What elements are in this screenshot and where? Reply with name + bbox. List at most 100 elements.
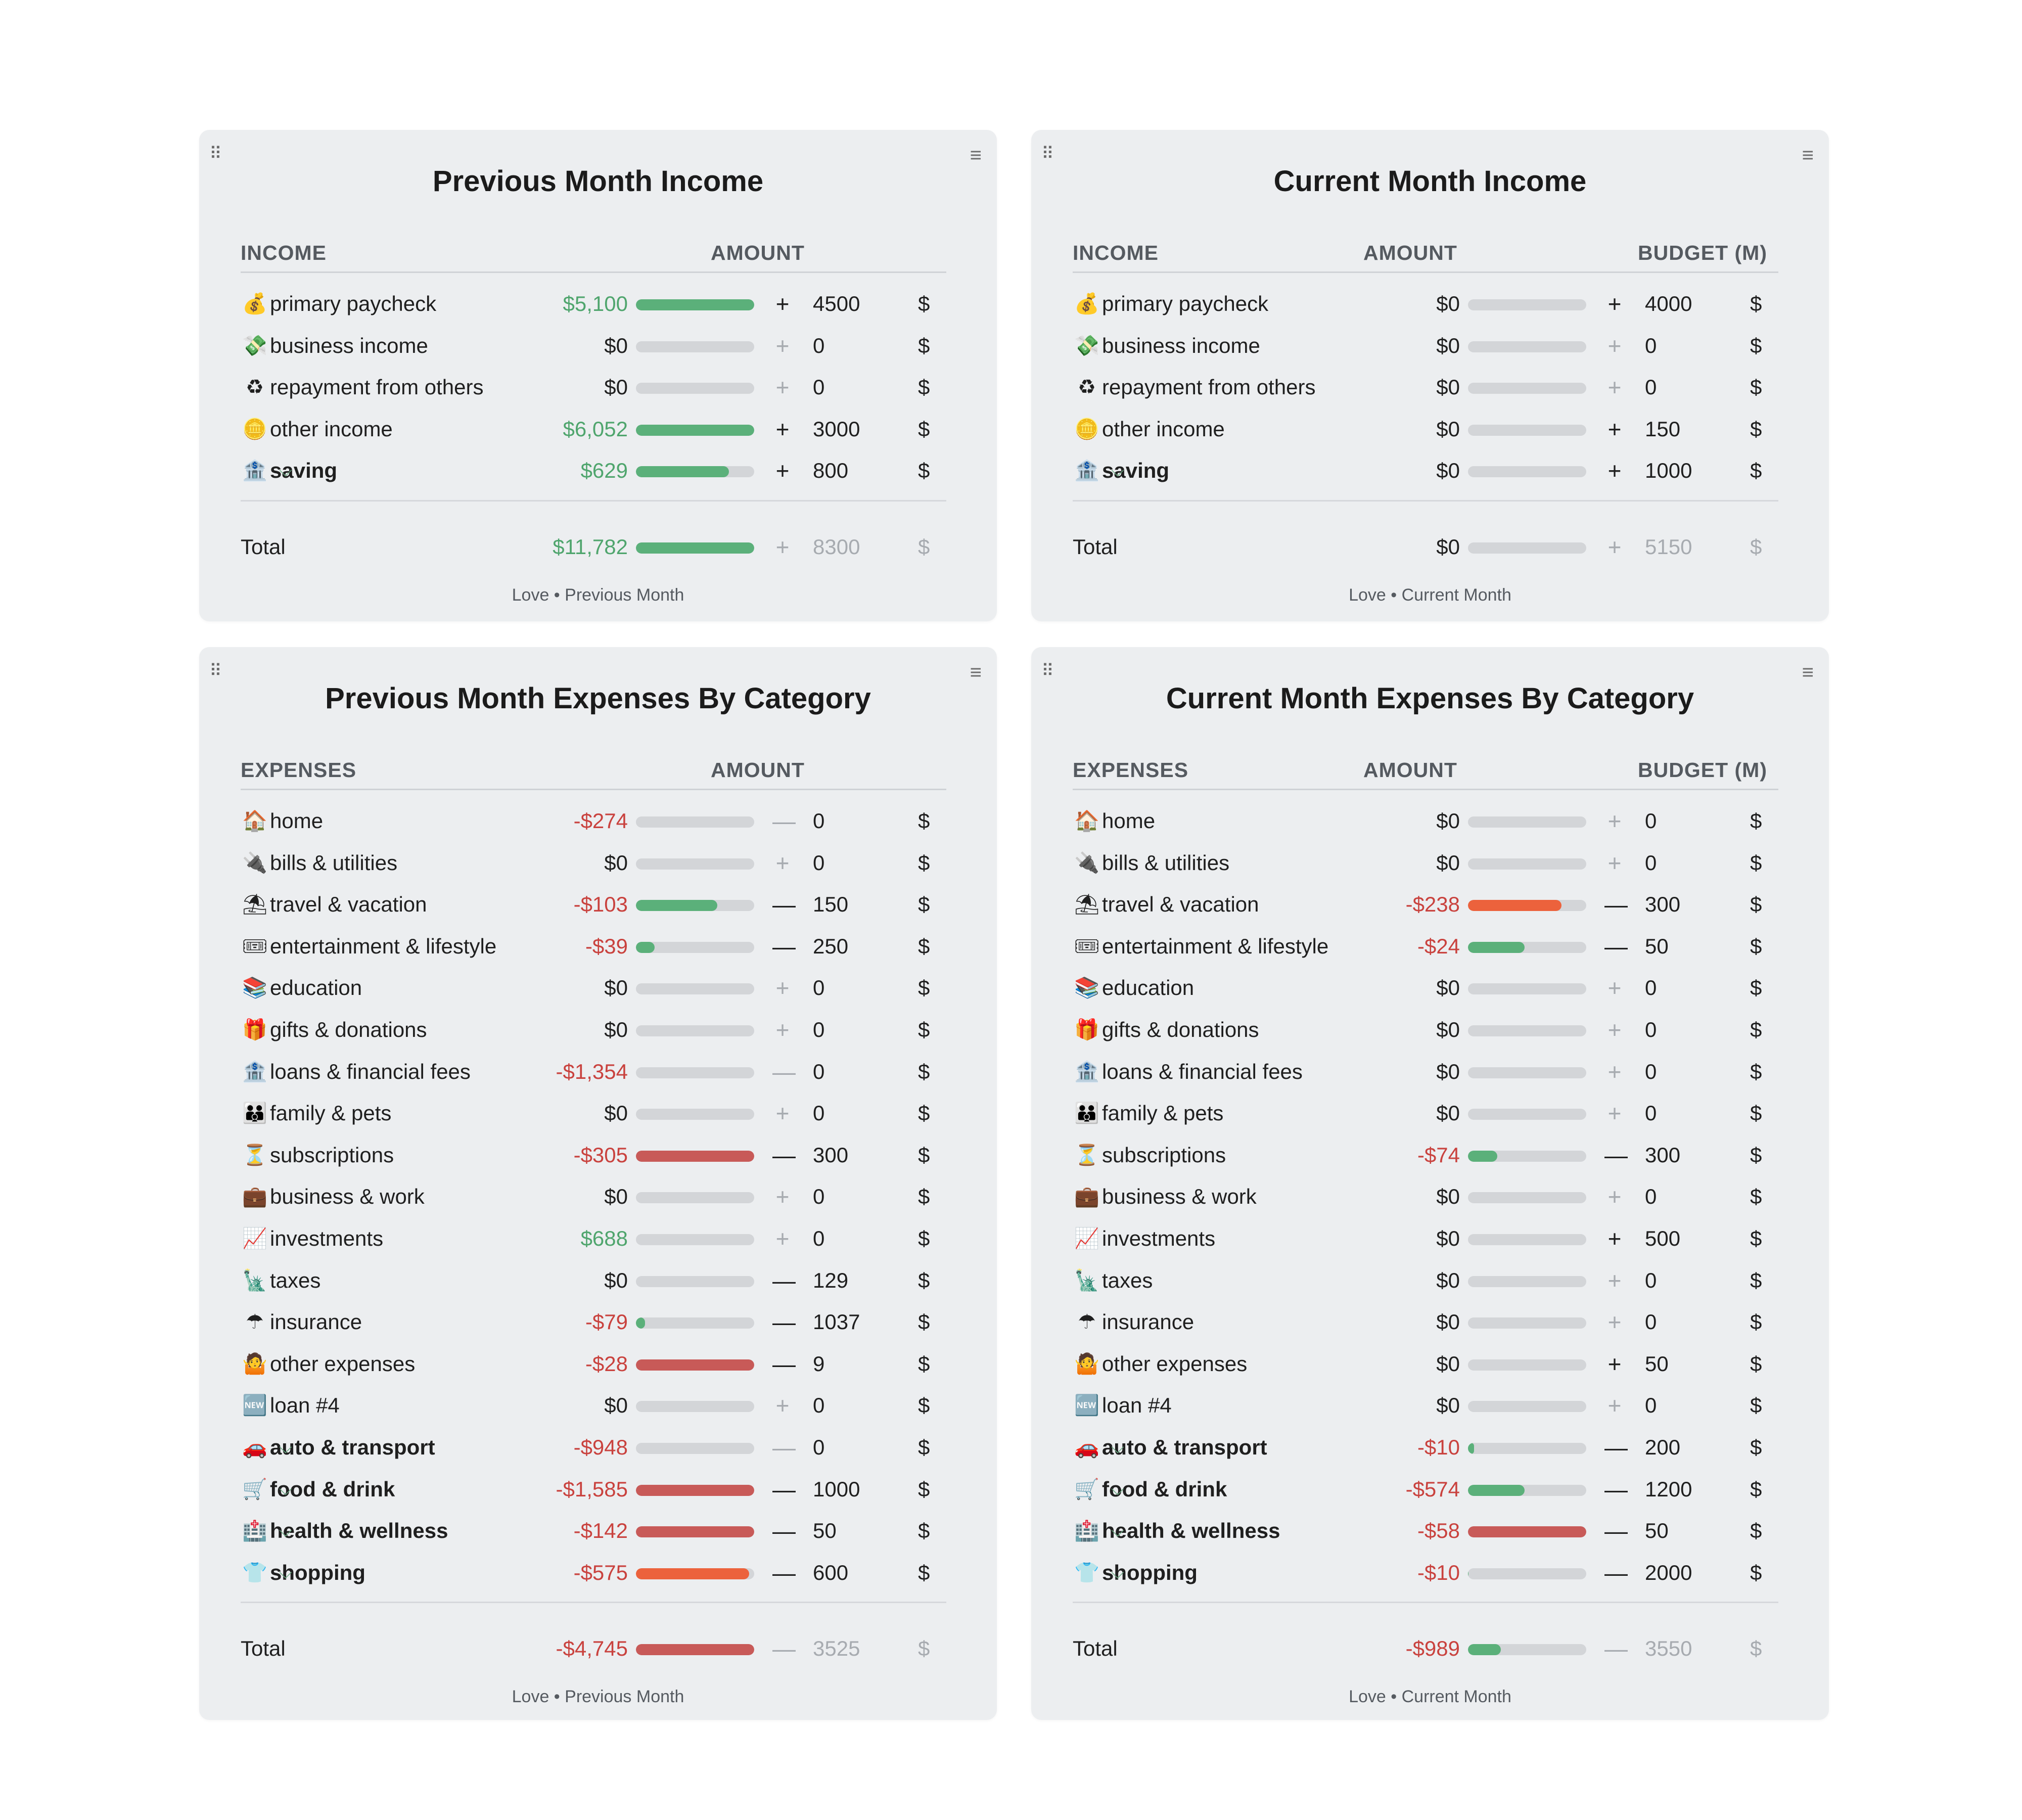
table-row[interactable]: 🔌 bills & utilities $0 +0 $: [241, 842, 946, 884]
budget-input[interactable]: 0: [1645, 1101, 1657, 1125]
budget-input[interactable]: 0: [813, 1226, 825, 1250]
plus-icon[interactable]: +: [775, 374, 790, 401]
minus-icon[interactable]: —: [772, 1350, 796, 1377]
budget-input[interactable]: 300: [1645, 892, 1681, 917]
table-row[interactable]: ☂ insurance $0 +0 $: [1073, 1301, 1778, 1343]
chevron-down-icon[interactable]: ⌵: [279, 1563, 292, 1582]
table-row[interactable]: ♻ repayment from others $0 +0 $: [241, 367, 946, 408]
table-row[interactable]: 🏥 health & wellness ⌵ -$142 — 50 $: [241, 1510, 946, 1552]
minus-icon[interactable]: —: [772, 933, 796, 960]
minus-icon[interactable]: —: [1604, 1476, 1628, 1503]
minus-icon[interactable]: —: [772, 1058, 796, 1085]
plus-icon[interactable]: +: [1607, 1350, 1622, 1377]
minus-icon[interactable]: —: [772, 1559, 796, 1586]
table-row[interactable]: ⏳ subscriptions -$74 — 300 $: [1073, 1134, 1778, 1176]
plus-icon[interactable]: +: [775, 1017, 790, 1043]
budget-input[interactable]: 4500: [813, 292, 860, 315]
table-row[interactable]: 🆕 loan #4 $0 +0 $: [1073, 1385, 1778, 1426]
minus-icon[interactable]: —: [772, 1518, 796, 1544]
budget-input[interactable]: 1000: [1645, 459, 1692, 483]
table-row[interactable]: ⛱ travel & vacation -$238 — 300 $: [1073, 884, 1778, 925]
plus-icon[interactable]: +: [1607, 975, 1622, 1002]
table-row[interactable]: 🛒 food & drink ⌵ -$1,585 — 1000 $: [241, 1469, 946, 1510]
table-row[interactable]: 📈 investments $688 +0 $: [241, 1218, 946, 1259]
table-row[interactable]: 🆕 loan #4 $0 +0 $: [241, 1385, 946, 1426]
drag-handle-icon[interactable]: ⠿: [209, 144, 223, 163]
budget-input[interactable]: 2000: [1645, 1560, 1692, 1584]
minus-icon[interactable]: —: [1604, 1518, 1628, 1544]
table-row[interactable]: 👪 family & pets $0 +0 $: [1073, 1093, 1778, 1134]
budget-input[interactable]: 0: [1645, 1018, 1657, 1041]
table-row[interactable]: ⛱ travel & vacation -$103 — 150 $: [241, 884, 946, 925]
plus-icon[interactable]: +: [1607, 808, 1622, 834]
menu-icon[interactable]: ≡: [1802, 661, 1814, 684]
budget-input[interactable]: 200: [1645, 1435, 1681, 1459]
chevron-down-icon[interactable]: ⌵: [1111, 461, 1124, 481]
budget-input[interactable]: 0: [1645, 850, 1657, 875]
plus-icon[interactable]: +: [775, 849, 790, 876]
plus-icon[interactable]: +: [1607, 416, 1622, 442]
budget-input[interactable]: 0: [813, 976, 825, 1000]
table-row[interactable]: 🪙 other income $0 +150 $: [1073, 408, 1778, 450]
table-row[interactable]: 📈 investments $0 +500 $: [1073, 1218, 1778, 1259]
chevron-down-icon[interactable]: ⌵: [1111, 1438, 1124, 1457]
plus-icon[interactable]: +: [775, 416, 790, 442]
table-row[interactable]: 💰 primary paycheck $0 +4000 $: [1073, 283, 1778, 325]
table-row[interactable]: 🎟 entertainment & lifestyle -$24 — 50 $: [1073, 926, 1778, 967]
table-row[interactable]: 🪙 other income $6,052 +3000 $: [241, 408, 946, 450]
drag-handle-icon[interactable]: ⠿: [1041, 661, 1055, 680]
budget-input[interactable]: 150: [813, 892, 849, 917]
plus-icon[interactable]: +: [775, 1100, 790, 1127]
table-row[interactable]: 🎟 entertainment & lifestyle -$39 — 250 $: [241, 926, 946, 967]
chevron-down-icon[interactable]: ⌵: [279, 1479, 292, 1499]
table-row[interactable]: 💸 business income $0 +0 $: [1073, 325, 1778, 367]
plus-icon[interactable]: +: [1607, 458, 1622, 484]
table-row[interactable]: ☂ insurance -$79 — 1037 $: [241, 1301, 946, 1343]
budget-input[interactable]: 1037: [813, 1310, 860, 1334]
budget-input[interactable]: 0: [1645, 1059, 1657, 1083]
minus-icon[interactable]: —: [1604, 1559, 1628, 1586]
chevron-down-icon[interactable]: ⌵: [279, 1521, 292, 1541]
budget-input[interactable]: 0: [813, 1059, 825, 1083]
budget-input[interactable]: 0: [1645, 1393, 1657, 1418]
table-row[interactable]: 👕 shopping ⌵ -$575 — 600 $: [241, 1552, 946, 1594]
plus-icon[interactable]: +: [1607, 1184, 1622, 1210]
minus-icon[interactable]: —: [1604, 1142, 1628, 1168]
table-row[interactable]: 🏦 loans & financial fees -$1,354 — 0 $: [241, 1051, 946, 1093]
budget-input[interactable]: 0: [813, 1185, 825, 1209]
minus-icon[interactable]: —: [1604, 891, 1628, 918]
menu-icon[interactable]: ≡: [1802, 144, 1814, 166]
drag-handle-icon[interactable]: ⠿: [209, 661, 223, 680]
table-row[interactable]: 🏦 saving ⌵ $0 +1000 $: [1073, 450, 1778, 491]
minus-icon[interactable]: —: [772, 1434, 796, 1461]
chevron-down-icon[interactable]: ⌵: [1111, 1563, 1124, 1582]
plus-icon[interactable]: +: [775, 1225, 790, 1252]
budget-input[interactable]: 0: [813, 1393, 825, 1418]
table-row[interactable]: 👕 shopping ⌵ -$10 — 2000 $: [1073, 1552, 1778, 1594]
budget-input[interactable]: 0: [1645, 976, 1657, 1000]
plus-icon[interactable]: +: [775, 291, 790, 317]
plus-icon[interactable]: +: [1607, 1309, 1622, 1336]
budget-input[interactable]: 50: [1645, 1351, 1669, 1376]
budget-input[interactable]: 50: [813, 1519, 837, 1543]
table-row[interactable]: 💼 business & work $0 +0 $: [1073, 1176, 1778, 1217]
plus-icon[interactable]: +: [1607, 1267, 1622, 1294]
minus-icon[interactable]: —: [772, 1309, 796, 1336]
table-row[interactable]: 🏦 saving ⌵ $629 +800 $: [241, 450, 946, 491]
chevron-down-icon[interactable]: ⌵: [1111, 1479, 1124, 1499]
table-row[interactable]: 💸 business income $0 +0 $: [241, 325, 946, 367]
budget-input[interactable]: 0: [1645, 809, 1657, 833]
plus-icon[interactable]: +: [775, 975, 790, 1002]
budget-input[interactable]: 0: [813, 333, 825, 357]
plus-icon[interactable]: +: [1607, 1225, 1622, 1252]
plus-icon[interactable]: +: [1607, 1100, 1622, 1127]
table-row[interactable]: 🏠 home -$274 — 0 $: [241, 800, 946, 842]
budget-input[interactable]: 4000: [1645, 292, 1692, 315]
minus-icon[interactable]: —: [772, 891, 796, 918]
budget-input[interactable]: 0: [1645, 1310, 1657, 1334]
plus-icon[interactable]: +: [1607, 1392, 1622, 1419]
table-row[interactable]: 🚗 auto & transport ⌵ -$948 — 0 $: [241, 1427, 946, 1468]
minus-icon[interactable]: —: [772, 1476, 796, 1503]
table-row[interactable]: 🤷 other expenses $0 +50 $: [1073, 1343, 1778, 1385]
budget-input[interactable]: 0: [1645, 1268, 1657, 1292]
